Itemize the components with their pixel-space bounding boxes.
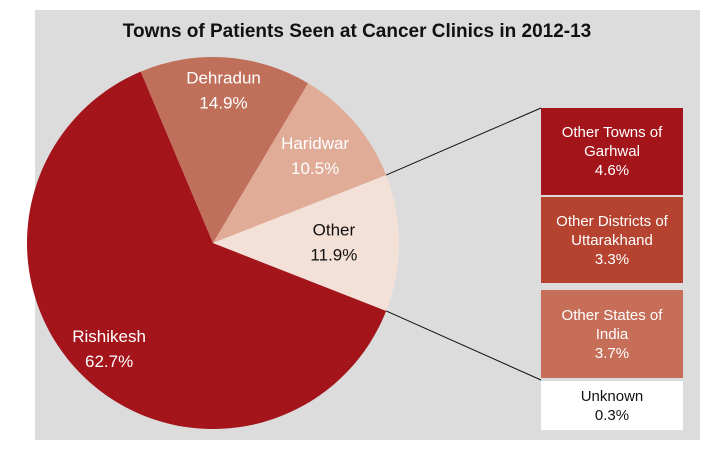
breakdown-value: 3.3% [594, 250, 630, 268]
slice-label: Haridwar [281, 134, 349, 153]
breakdown-box: Unknown 0.3% [541, 381, 683, 430]
chart-title: Towns of Patients Seen at Cancer Clinics… [123, 21, 591, 42]
breakdown-box: Other Districts of Uttarakhand 3.3% [541, 197, 683, 283]
slice-value: 11.9% [310, 245, 357, 264]
breakdown-label: Unknown [580, 387, 644, 405]
connector [385, 310, 542, 381]
pie-slice [140, 56, 309, 243]
pie-slice [26, 71, 387, 430]
breakdown-label: Other States of India [561, 306, 663, 343]
breakdown-box: Other Towns of Garhwal 4.6% [541, 108, 683, 195]
slice-value: 62.7% [85, 352, 133, 371]
connector [385, 107, 542, 176]
breakdown-value: 3.7% [594, 344, 630, 362]
pie-slice [213, 83, 387, 243]
pie-slice [213, 175, 399, 311]
slice-label: Dehradun [186, 68, 261, 87]
breakdown-label: Other Towns of Garhwal [561, 124, 663, 160]
slice-label: Other [313, 220, 356, 239]
slice-value: 14.9% [199, 93, 247, 112]
slice-value: 10.5% [291, 159, 339, 178]
slice-label: Rishikesh [72, 327, 146, 346]
breakdown-label: Other Districts of Uttarakhand [556, 212, 668, 249]
breakdown-box: Other States of India 3.7% [541, 290, 683, 378]
breakdown-value: 4.6% [594, 162, 630, 179]
breakdown-value: 0.3% [594, 406, 630, 424]
